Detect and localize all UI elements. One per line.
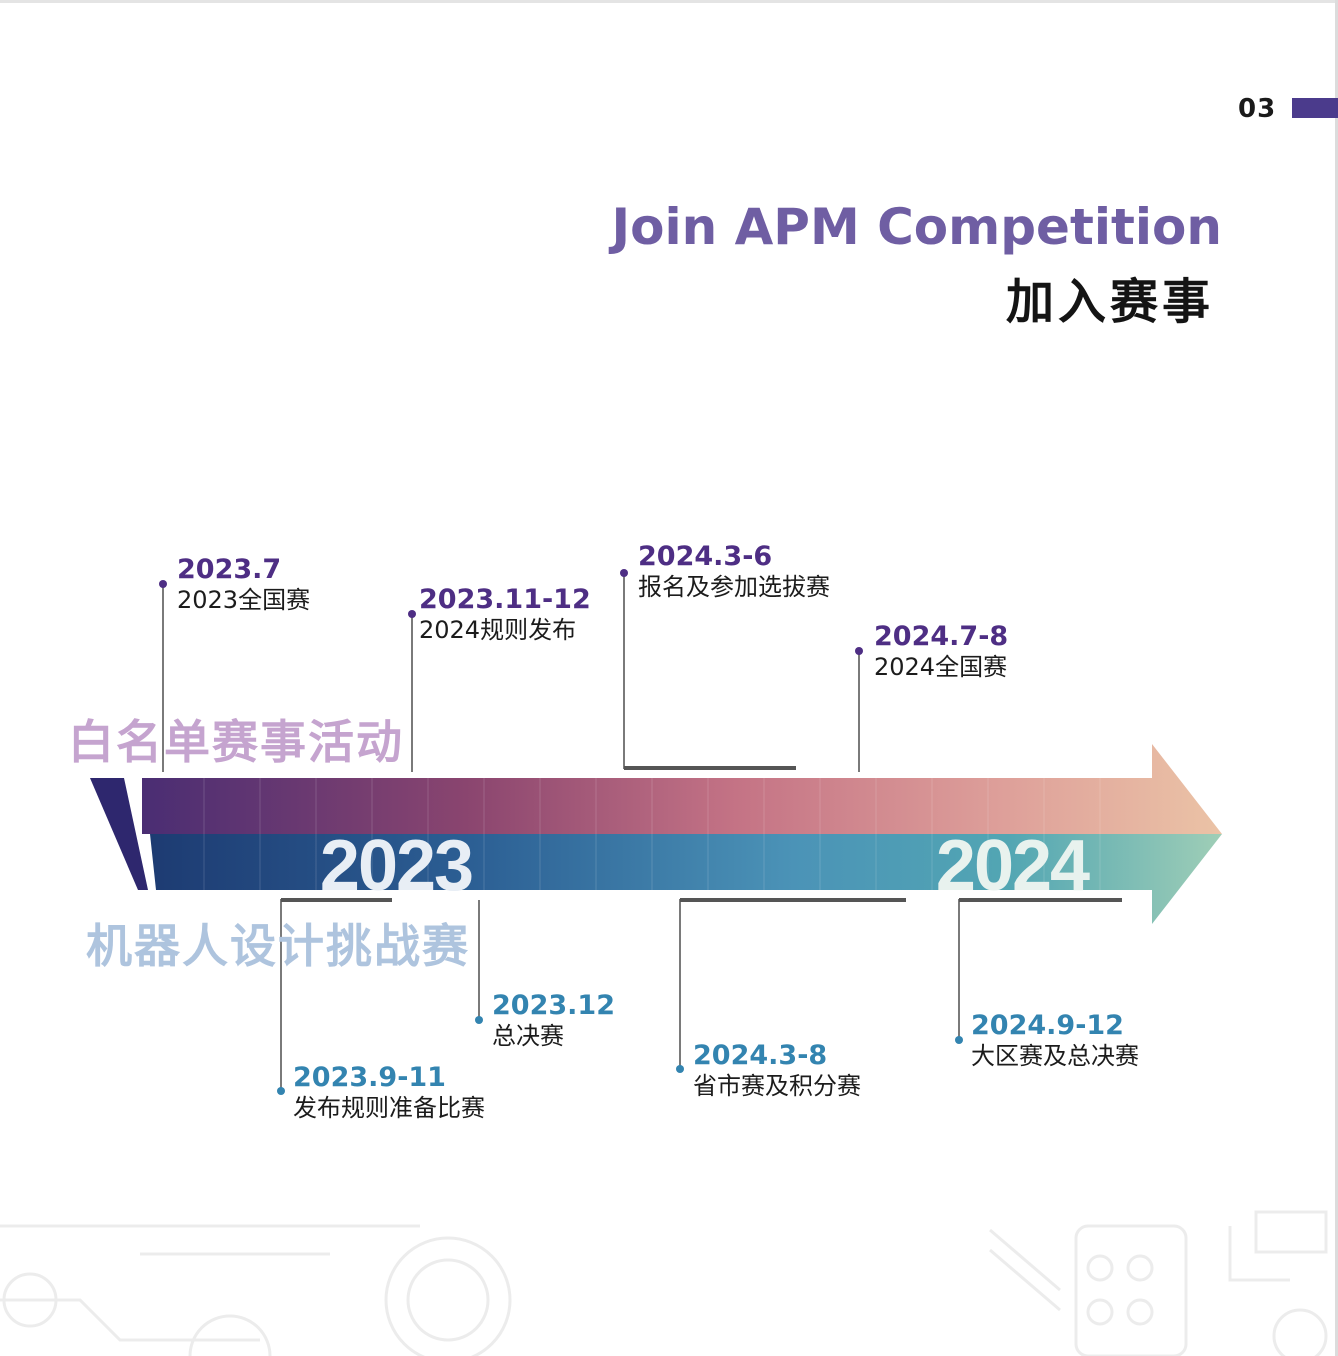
band-segments	[203, 778, 1101, 890]
top-event-dots	[159, 569, 863, 655]
event-date: 2024.9-12	[971, 1010, 1124, 1041]
top-event-2: 2023.11-12 2024规则发布	[419, 585, 591, 645]
page-top-edge	[0, 0, 1338, 3]
event-description: 2024全国赛	[874, 653, 1008, 681]
bottom-event-2: 2023.12 总决赛	[492, 991, 615, 1051]
event-date: 2024.7-8	[874, 621, 1009, 652]
event-description: 发布规则准备比赛	[293, 1094, 485, 1122]
bottom-band-arrow	[150, 834, 1222, 924]
event-description: 省市赛及积分赛	[693, 1072, 861, 1100]
top-event-1: 2023.7 2023全国赛	[177, 555, 310, 615]
event-description: 报名及参加选拔赛	[638, 573, 830, 601]
bottom-event-4: 2024.9-12 大区赛及总决赛	[971, 1011, 1139, 1071]
top-band-arrow	[142, 744, 1222, 834]
event-date: 2023.7	[177, 554, 282, 585]
event-date: 2024.3-8	[693, 1040, 828, 1071]
bottom-event-3: 2024.3-8 省市赛及积分赛	[693, 1041, 861, 1101]
page-title-english: Join APM Competition	[611, 198, 1222, 256]
event-date: 2023.11-12	[419, 584, 591, 615]
event-description: 2023全国赛	[177, 586, 311, 614]
page-tab-marker	[1292, 98, 1338, 118]
timeline-slash-mark	[90, 778, 148, 890]
footer-decorative-pattern	[0, 1210, 1328, 1356]
event-date: 2023.12	[492, 990, 615, 1021]
whitelist-track-label: 白名单赛事活动	[68, 715, 404, 769]
event-description: 2024规则发布	[419, 616, 577, 644]
bottom-event-dots	[277, 1016, 963, 1095]
page-right-edge	[1335, 0, 1338, 1356]
robot-challenge-track-label: 机器人设计挑战赛	[86, 919, 470, 973]
year-label-2024: 2024	[936, 826, 1090, 906]
top-event-4: 2024.7-8 2024全国赛	[874, 622, 1008, 682]
year-label-2023: 2023	[320, 826, 472, 906]
event-date: 2023.9-11	[293, 1062, 446, 1093]
page-number: 03	[1238, 94, 1277, 124]
bottom-event-1: 2023.9-11 发布规则准备比赛	[293, 1063, 485, 1123]
event-date: 2024.3-6	[638, 541, 773, 572]
event-description: 大区赛及总决赛	[971, 1042, 1139, 1070]
event-description: 总决赛	[492, 1022, 564, 1050]
page-title-chinese: 加入赛事	[1005, 274, 1214, 330]
top-event-3: 2024.3-6 报名及参加选拔赛	[638, 542, 830, 602]
